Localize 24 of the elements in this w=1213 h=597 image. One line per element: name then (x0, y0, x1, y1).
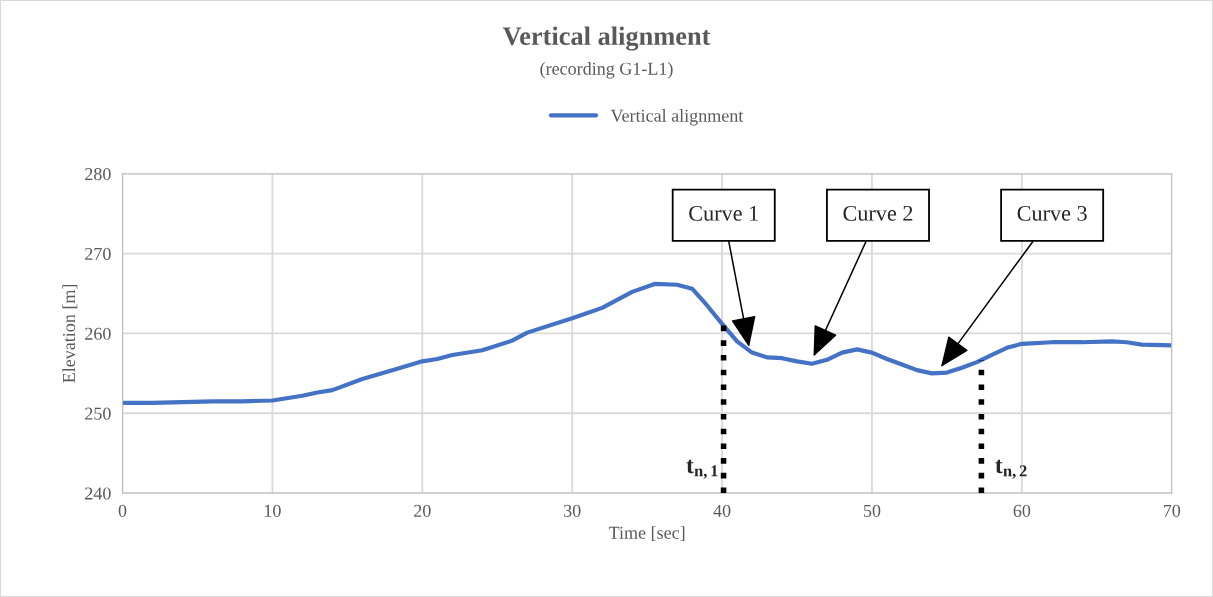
y-tick-label: 250 (85, 407, 111, 420)
y-tick-label: 240 (85, 487, 111, 500)
legend-label: Vertical alignment (610, 109, 744, 126)
chart-title: Vertical alignment (502, 26, 711, 51)
y-tick-label: 260 (85, 327, 111, 340)
x-tick-label: 70 (1163, 504, 1181, 517)
y-tick-label: 280 (85, 167, 111, 181)
x-tick-label: 20 (414, 504, 431, 517)
annotation: Curve 1 (689, 205, 758, 221)
ref-line-label: t$_{n,1}$ (686, 459, 718, 479)
x-tick-label: 40 (713, 504, 731, 517)
annotation: Curve 3 (1017, 205, 1087, 221)
x-axis-title: Time [sec] (608, 526, 685, 542)
chart-subtitle: (recording G1-L1) (540, 62, 673, 79)
ref-line-label: t$_{n,2}$ (995, 459, 1027, 479)
x-tick-label: 30 (564, 504, 581, 517)
line-series (122, 281, 1172, 405)
x-tick-label: 50 (864, 504, 881, 517)
x-tick-label: 10 (264, 504, 281, 517)
annotation: Curve 2 (843, 205, 913, 221)
x-tick-label: 60 (1013, 504, 1031, 517)
x-tick-label: 0 (118, 504, 127, 517)
y-axis-title: Elevation [m] (62, 284, 78, 383)
y-tick-label: 270 (85, 247, 111, 261)
